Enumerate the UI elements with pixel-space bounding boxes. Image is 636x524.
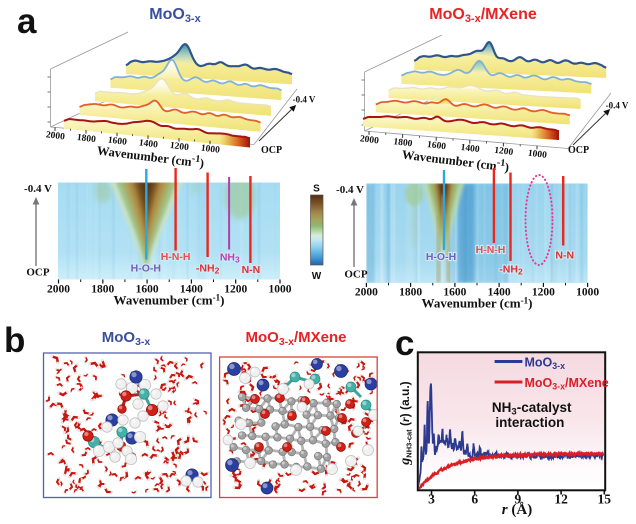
svg-text:W: W <box>312 271 322 282</box>
svg-text:1400: 1400 <box>488 287 511 299</box>
svg-text:MoO3-x/MXene: MoO3-x/MXene <box>429 6 537 25</box>
svg-text:S: S <box>313 184 320 195</box>
svg-text:1600: 1600 <box>426 140 446 152</box>
svg-text:1600: 1600 <box>107 136 127 148</box>
svg-text:1200: 1200 <box>494 146 514 158</box>
svg-text:1800: 1800 <box>91 284 114 296</box>
svg-text:N-N: N-N <box>242 264 261 276</box>
svg-text:1200: 1200 <box>532 287 555 299</box>
svg-text:3: 3 <box>428 492 435 507</box>
svg-text:2000: 2000 <box>45 130 65 142</box>
svg-text:OCP: OCP <box>568 145 589 156</box>
svg-text:2000: 2000 <box>47 284 70 296</box>
svg-text:1200: 1200 <box>224 284 247 296</box>
svg-text:OCP: OCP <box>344 269 368 281</box>
svg-text:c: c <box>395 324 414 363</box>
svg-text:-NH2: -NH2 <box>196 263 220 276</box>
svg-text:1400: 1400 <box>180 284 203 296</box>
svg-text:H-N-H: H-N-H <box>476 244 506 256</box>
svg-text:2000: 2000 <box>355 287 378 299</box>
svg-text:OCP: OCP <box>26 267 50 279</box>
svg-text:1400: 1400 <box>460 143 480 155</box>
svg-text:Wavenumber (cm-1): Wavenumber (cm-1) <box>422 296 533 311</box>
svg-text:-0.4 V: -0.4 V <box>336 184 364 196</box>
svg-text:-0.4 V: -0.4 V <box>293 95 316 105</box>
svg-text:2000: 2000 <box>359 134 379 146</box>
svg-text:1000: 1000 <box>200 144 220 156</box>
svg-text:1600: 1600 <box>443 287 466 299</box>
svg-text:12: 12 <box>554 492 568 507</box>
svg-text:-NH2: -NH2 <box>499 264 523 277</box>
svg-text:1800: 1800 <box>393 137 413 149</box>
svg-text:b: b <box>4 321 25 360</box>
svg-text:-0.4 V: -0.4 V <box>606 101 629 111</box>
svg-text:H-N-H: H-N-H <box>161 251 191 263</box>
svg-text:NH3: NH3 <box>220 252 240 265</box>
svg-text:H-O-H: H-O-H <box>426 251 456 263</box>
svg-text:6: 6 <box>471 492 478 507</box>
svg-text:MoO3-x/MXene: MoO3-x/MXene <box>245 329 346 348</box>
svg-text:1000: 1000 <box>527 149 547 161</box>
svg-text:1000: 1000 <box>576 287 599 299</box>
svg-text:1800: 1800 <box>399 287 422 299</box>
svg-text:1200: 1200 <box>169 141 189 153</box>
svg-text:9: 9 <box>515 492 522 507</box>
svg-text:H-O-H: H-O-H <box>131 263 161 275</box>
svg-text:1600: 1600 <box>136 284 159 296</box>
svg-text:r (Å): r (Å) <box>502 502 532 518</box>
svg-text:-0.4 V: -0.4 V <box>24 183 52 195</box>
svg-text:N-N: N-N <box>555 250 574 262</box>
svg-text:1000: 1000 <box>269 284 292 296</box>
svg-text:interaction: interaction <box>495 415 564 430</box>
svg-text:OCP: OCP <box>261 145 282 156</box>
svg-text:1400: 1400 <box>138 138 158 150</box>
svg-text:1800: 1800 <box>76 133 96 145</box>
svg-text:Wavenumber (cm-1): Wavenumber (cm-1) <box>114 293 225 308</box>
svg-text:15: 15 <box>598 492 612 507</box>
svg-text:a: a <box>17 2 37 41</box>
svg-text:MoO3-x/MXene: MoO3-x/MXene <box>525 376 609 392</box>
